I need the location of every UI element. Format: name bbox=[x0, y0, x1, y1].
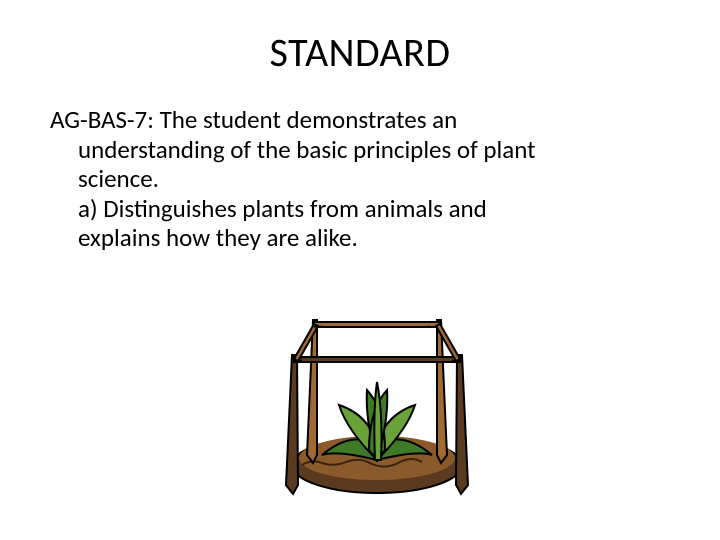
plant-frame-svg bbox=[262, 300, 492, 500]
sub-a-line-1: a) Distinguishes plants from animals and bbox=[50, 194, 670, 224]
standard-text-2: understanding of the basic principles of… bbox=[50, 135, 670, 165]
slide: STANDARD AG-BAS-7: The student demonstra… bbox=[0, 0, 720, 540]
standard-body: AG-BAS-7: The student demonstrates an un… bbox=[50, 105, 670, 253]
sub-a-line-2: explains how they are alike. bbox=[50, 223, 670, 253]
standard-text-3: science. bbox=[50, 164, 670, 194]
standard-line-1: AG-BAS-7: The student demonstrates an bbox=[50, 105, 670, 135]
plant-frame-illustration bbox=[262, 300, 492, 500]
standard-code: AG-BAS-7: bbox=[50, 104, 154, 135]
page-title: STANDARD bbox=[50, 28, 670, 77]
standard-text-1: The student demonstrates an bbox=[154, 104, 457, 135]
